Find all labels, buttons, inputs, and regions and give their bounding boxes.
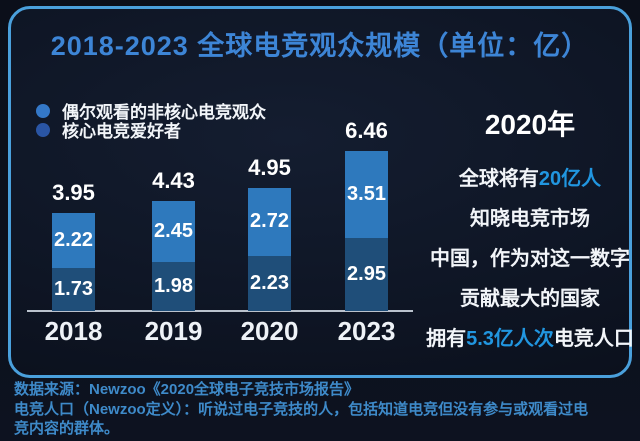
plain-text: 电竞人口 (553, 328, 634, 350)
footer-line: 电竞人口（Newzoo定义）：听说过电子竞技的人，包括知道电竞但没有参与或观看过… (14, 400, 589, 418)
bar-segment-core: 1.73 (52, 268, 95, 311)
bar-total-label: 4.95 (248, 155, 291, 181)
legend-item: 核心电竞爱好者 (36, 120, 266, 141)
x-axis-label: 2019 (144, 316, 203, 346)
footer-line: 数据来源：Newzoo《2020全球电子竞技市场报告》 (14, 381, 360, 398)
legend-item-label: 核心电竞爱好者 (62, 122, 181, 141)
legend-dot-icon (36, 103, 50, 118)
chart-title: 2018-2023 全球电竞观众规模（单位：亿） (50, 31, 590, 61)
bar-total-label: 6.46 (345, 117, 388, 143)
side-panel-line: 中国，作为对这一数字 (420, 242, 640, 271)
highlighted-text: 5.3亿人次 (466, 328, 554, 350)
x-axis-label: 2018 (44, 316, 103, 346)
plain-text: 中国，作为对这一数字 (430, 248, 630, 270)
highlighted-text: 20亿人 (538, 168, 602, 190)
plain-text: 全球将有 (458, 168, 539, 190)
bar-segment-noncore: 2.72 (248, 188, 291, 256)
legend: 偶尔观看的非核心电竞观众 核心电竞爱好者 (36, 101, 266, 141)
footer-line: 竞内容的群体。 (14, 420, 120, 437)
plain-text: 拥有 (426, 328, 467, 350)
bar-total-label: 4.43 (152, 168, 195, 194)
legend-item-label: 偶尔观看的非核心电竞观众 (62, 103, 266, 122)
bar-segment-noncore: 2.22 (52, 213, 95, 269)
x-axis-label: 2023 (337, 316, 396, 346)
bar-segment-noncore: 2.45 (152, 201, 195, 262)
bar-segment-core: 1.98 (152, 261, 195, 311)
legend-item: 偶尔观看的非核心电竞观众 (36, 101, 266, 122)
x-axis-label: 2020 (240, 316, 299, 346)
side-panel-line: 拥有5.3亿人次电竞人口 (420, 322, 640, 351)
chart-panel-border (8, 6, 632, 378)
x-axis-line (27, 310, 413, 312)
bar-total-label: 3.95 (52, 180, 95, 206)
side-panel-line: 全球将有20亿人 (420, 162, 640, 191)
side-panel-heading: 2020年 (484, 109, 576, 140)
bar-segment-core: 2.23 (248, 255, 291, 311)
side-panel: 2020年 全球将有20亿人知晓电竞市场中国，作为对这一数字 贡献最大的国家拥有5… (426, 108, 634, 350)
side-panel-line: 知晓电竞市场 (420, 202, 640, 231)
plain-text: 贡献最大的国家 (460, 288, 600, 310)
footer-source-note: 数据来源：Newzoo《2020全球电子竞技市场报告》电竞人口（Newzoo定义… (14, 380, 630, 439)
legend-dot-icon (36, 122, 50, 137)
plain-text: 知晓电竞市场 (470, 208, 590, 230)
bar-segment-core: 2.95 (345, 237, 388, 311)
side-panel-line: 贡献最大的国家 (420, 282, 640, 311)
bar-segment-noncore: 3.51 (345, 150, 388, 238)
